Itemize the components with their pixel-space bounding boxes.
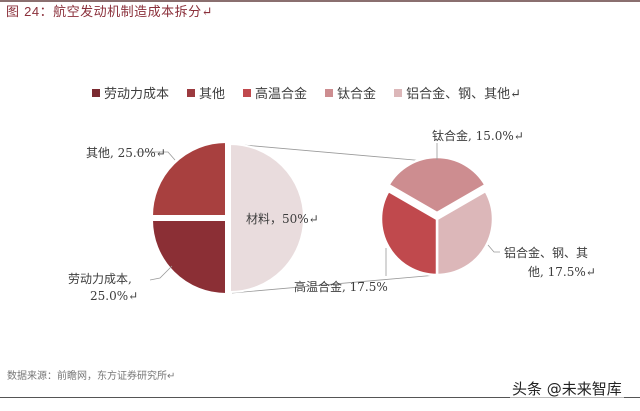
caption-title: ：航空发动机制造成本拆分↵ bbox=[39, 5, 214, 20]
connector-line-bottom bbox=[231, 274, 438, 294]
legend-swatch-titanium bbox=[325, 88, 334, 97]
legend-label-superalloy: 高温合金 bbox=[255, 87, 308, 102]
pie-slice-materials bbox=[229, 142, 305, 294]
caption-number: 24 bbox=[24, 4, 40, 19]
legend-item-aluminum: 铝合金、钢、其他↵ bbox=[394, 83, 521, 102]
legend-swatch-other bbox=[187, 88, 196, 97]
label-other: 其他, 25.0%↵ bbox=[86, 146, 166, 160]
connector-line-top bbox=[231, 143, 438, 163]
legend-swatch-labor bbox=[92, 88, 100, 97]
label-materials: 材料，50%↵ bbox=[246, 212, 319, 226]
leader-line-labor bbox=[149, 265, 173, 281]
legend-label-aluminum: 铝合金、钢、其他↵ bbox=[406, 87, 521, 102]
legend-label-labor: 劳动力成本 bbox=[104, 87, 170, 102]
legend-item-other: 其他 bbox=[187, 83, 225, 102]
label-titanium: 钛合金, 15.0%↵ bbox=[432, 129, 524, 143]
legend-item-titanium: 钛合金 bbox=[325, 83, 376, 102]
figure-caption: 图 24：航空发动机制造成本拆分↵ bbox=[6, 1, 213, 20]
legend-label-other: 其他 bbox=[199, 87, 226, 102]
pie-slice-labor bbox=[150, 219, 227, 296]
legend-label-titanium: 钛合金 bbox=[337, 87, 377, 102]
label-aluminum-line1: 铝合金、钢、其 bbox=[504, 246, 589, 260]
pie-slice-aluminum-steel-other bbox=[435, 189, 495, 277]
label-labor-line1: 劳动力成本, bbox=[68, 272, 132, 286]
top-rule bbox=[0, 0, 640, 2]
label-superalloy: 高温合金, 17.5% bbox=[294, 280, 388, 294]
watermark: 头条 @未来智库 bbox=[510, 378, 624, 399]
label-labor-line2: 25.0%↵ bbox=[90, 289, 139, 303]
bottom-rule bbox=[0, 397, 640, 398]
legend-swatch-aluminum bbox=[394, 88, 403, 97]
pie-slice-other bbox=[150, 140, 227, 217]
legend-swatch-superalloy bbox=[243, 88, 252, 97]
caption-prefix: 图 bbox=[6, 5, 25, 20]
chart-legend: 劳动力成本 其他 高温合金 钛合金 铝合金、钢、其他↵ bbox=[92, 83, 521, 102]
data-source-note: 数据来源：前瞻网，东方证券研究所↵ bbox=[7, 371, 176, 382]
pie-slice-superalloy bbox=[379, 189, 439, 277]
legend-item-labor: 劳动力成本 bbox=[92, 83, 169, 102]
leader-line-other bbox=[136, 151, 176, 161]
label-aluminum-line2: 他, 17.5%↵ bbox=[528, 265, 596, 279]
leader-line-aluminum bbox=[487, 244, 500, 253]
legend-item-superalloy: 高温合金 bbox=[243, 83, 307, 102]
